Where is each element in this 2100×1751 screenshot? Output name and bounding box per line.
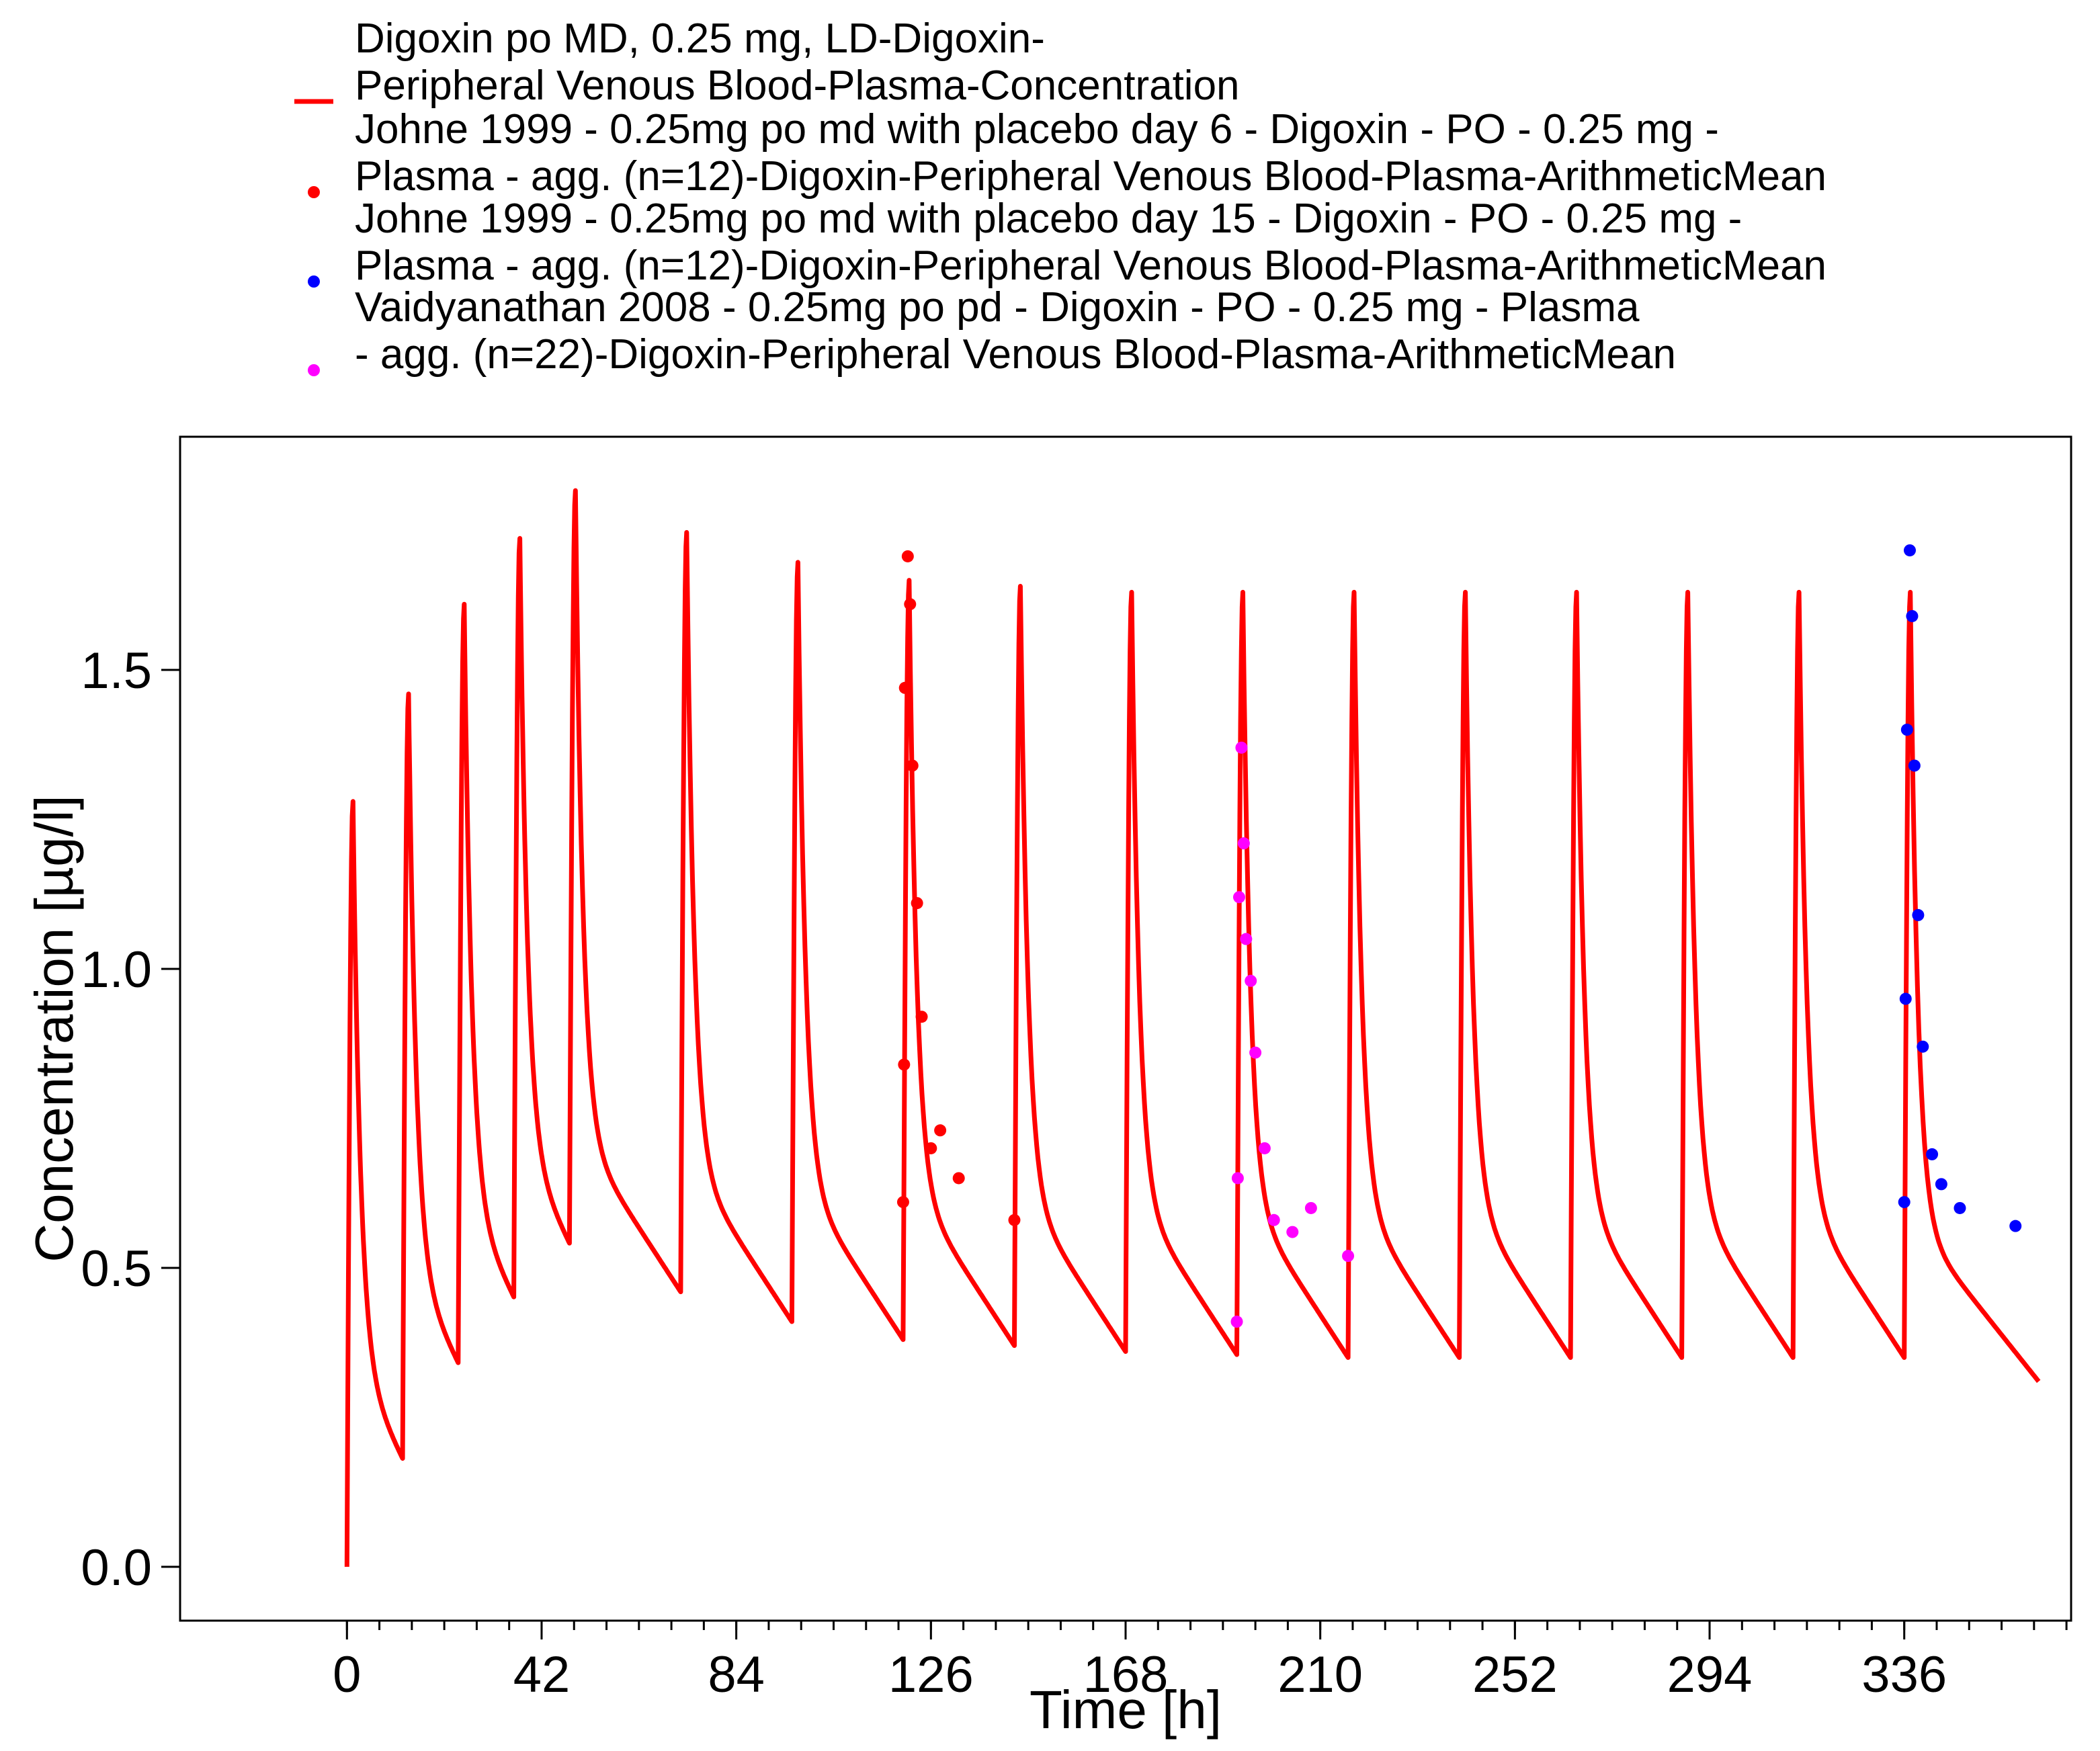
x-tick-label: 336 [1861, 1646, 1947, 1703]
legend-label: Johne 1999 - 0.25mg po md with placebo d… [355, 106, 1719, 153]
y-tick-label: 0.0 [81, 1539, 152, 1596]
data-point [911, 897, 923, 910]
data-point [1232, 891, 1245, 904]
data-point [1231, 1172, 1244, 1185]
x-tick-label: 0 [333, 1646, 361, 1703]
data-point [1235, 741, 1248, 754]
y-tick-label: 0.5 [81, 1240, 152, 1297]
y-tick-label: 1.0 [81, 941, 152, 998]
legend-point-swatch [308, 275, 320, 288]
data-point [1954, 1201, 1966, 1214]
legend: Digoxin po MD, 0.25 mg, LD-Digoxin-Perip… [294, 15, 1826, 378]
legend-entry-2: Johne 1999 - 0.25mg po md with placebo d… [308, 106, 1826, 200]
data-point [1899, 992, 1912, 1005]
data-point [896, 1196, 909, 1209]
legend-entry-3: Johne 1999 - 0.25mg po md with placebo d… [308, 196, 1826, 289]
observed-series-2 [1898, 544, 2022, 1232]
legend-label: Digoxin po MD, 0.25 mg, LD-Digoxin- [355, 15, 1045, 62]
data-point [901, 550, 914, 562]
data-point [925, 1142, 937, 1154]
data-point [898, 1058, 911, 1071]
y-axis: 0.0 0.5 1.0 1.5 [81, 642, 180, 1596]
data-point [1245, 974, 1257, 987]
legend-label: - agg. (n=22)-Digoxin-Peripheral Venous … [355, 331, 1676, 378]
legend-entry-4: Vaidyanathan 2008 - 0.25mg po pd - Digox… [308, 284, 1676, 378]
data-point [1267, 1213, 1280, 1226]
x-tick-label: 252 [1472, 1646, 1558, 1703]
data-point [1900, 724, 1913, 736]
data-point [1240, 933, 1253, 945]
x-tick-label: 294 [1667, 1646, 1753, 1703]
data-point [1304, 1201, 1317, 1214]
data-point [1237, 837, 1250, 850]
data-point [1249, 1046, 1262, 1059]
data-point [904, 598, 917, 611]
data-point [1230, 1316, 1243, 1328]
legend-label: Plasma - agg. (n=12)-Digoxin-Peripheral … [355, 153, 1826, 200]
data-point [906, 759, 919, 772]
data-point [1342, 1250, 1355, 1263]
x-axis: 0 42 84 126 168 210 252 294 336 [333, 1621, 2068, 1703]
legend-label: Peripheral Venous Blood-Plasma-Concentra… [355, 62, 1240, 109]
observed-series-1 [896, 550, 1021, 1226]
data-point [1926, 1148, 1939, 1160]
legend-point-swatch [308, 186, 320, 198]
x-tick-label: 126 [888, 1646, 974, 1703]
legend-point-swatch [308, 364, 320, 376]
data-point [1898, 1196, 1910, 1209]
data-point [1903, 544, 1916, 557]
data-point [1908, 759, 1921, 772]
data-point [1008, 1213, 1021, 1226]
x-tick-label: 168 [1083, 1646, 1169, 1703]
simulation-line [344, 488, 2041, 1567]
legend-label: Johne 1999 - 0.25mg po md with placebo d… [355, 196, 1742, 242]
data-point [1286, 1226, 1299, 1238]
data-point [1917, 1040, 1929, 1053]
data-point [915, 1011, 928, 1023]
data-point [1906, 609, 1919, 622]
x-tick-label: 42 [513, 1646, 571, 1703]
y-axis-title: Concentration [µg/l] [24, 795, 84, 1262]
y-tick-label: 1.5 [81, 642, 152, 699]
data-point [1935, 1178, 1947, 1191]
data-point [898, 681, 911, 694]
legend-label: Plasma - agg. (n=12)-Digoxin-Peripheral … [355, 243, 1826, 289]
legend-label: Vaidyanathan 2008 - 0.25mg po pd - Digox… [355, 284, 1640, 331]
x-axis-title: Time [h] [1030, 1680, 1222, 1740]
data-point [934, 1124, 947, 1137]
x-tick-label: 210 [1277, 1646, 1363, 1703]
observed-series-3 [1230, 741, 1355, 1328]
data-point [1912, 908, 1925, 921]
series-layer [344, 488, 2041, 1567]
x-tick-label: 84 [708, 1646, 765, 1703]
data-point [952, 1172, 965, 1185]
data-point [1258, 1142, 1271, 1154]
data-point [2009, 1220, 2022, 1232]
legend-entry-1: Digoxin po MD, 0.25 mg, LD-Digoxin-Perip… [294, 15, 1240, 109]
